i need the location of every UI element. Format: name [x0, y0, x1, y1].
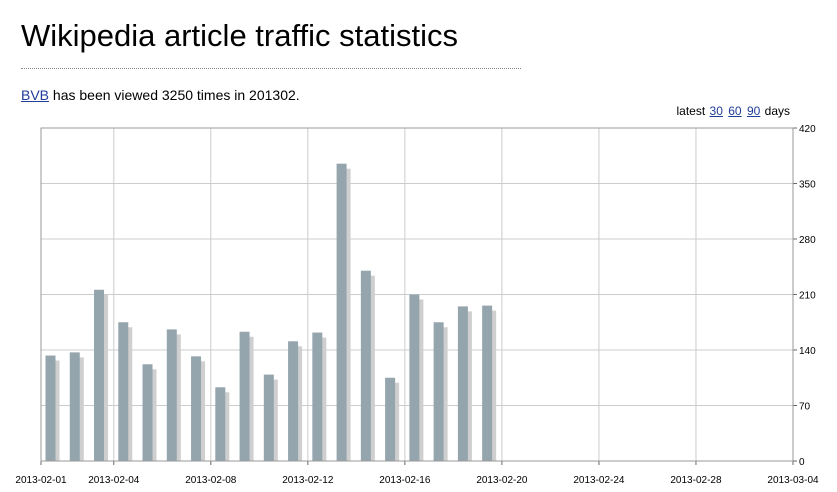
- latest-label: latest: [676, 104, 706, 118]
- bar: [166, 329, 177, 461]
- y-tick-label: 420: [799, 124, 816, 135]
- bar: [409, 294, 420, 461]
- latest-90-link[interactable]: 90: [746, 104, 761, 118]
- latest-days-selector: latest 30 60 90 days: [677, 104, 791, 118]
- x-tick-label: 2013-02-04: [88, 475, 140, 486]
- x-tick-label: 2013-02-12: [282, 475, 334, 486]
- bar: [263, 374, 274, 461]
- view-count: 3250: [161, 87, 194, 103]
- x-tick-label: 2013-02-16: [379, 475, 431, 486]
- view-summary: BVB has been viewed 3250 times in 201302…: [21, 87, 300, 103]
- latest-60-link[interactable]: 60: [728, 104, 742, 118]
- summary-end: .: [295, 87, 300, 103]
- title-divider: [21, 68, 521, 69]
- x-tick-label: 2013-02-28: [670, 475, 722, 486]
- bars: [45, 163, 493, 461]
- x-axis-ticks: 2013-02-01 2013-02-04 2013-02-08 2013-02-12…: [15, 461, 819, 486]
- bar: [94, 289, 105, 461]
- y-tick-label: 0: [799, 457, 805, 468]
- x-tick-label: 2013-02-24: [573, 475, 625, 486]
- article-link[interactable]: BVB: [21, 87, 50, 103]
- bar: [191, 356, 202, 461]
- bar: [288, 341, 299, 461]
- summary-text-2: times in: [193, 87, 250, 103]
- bar: [482, 305, 493, 461]
- y-tick-label: 210: [799, 291, 816, 302]
- bar: [239, 331, 250, 461]
- x-tick-label: 2013-02-01: [15, 475, 67, 486]
- x-tick-label: 2013-03-04: [767, 475, 819, 486]
- bar: [215, 387, 226, 461]
- bar: [336, 163, 347, 461]
- y-tick-label: 350: [799, 180, 816, 191]
- bar: [433, 322, 444, 461]
- x-tick-label: 2013-02-08: [185, 475, 237, 486]
- y-tick-label: 280: [799, 235, 816, 246]
- bar: [385, 377, 396, 461]
- plot-frame: [40, 127, 794, 462]
- x-tick-label: 2013-02-20: [476, 475, 528, 486]
- summary-text-1: has been viewed: [49, 87, 162, 103]
- page-title: Wikipedia article traffic statistics: [21, 18, 458, 53]
- latest-30-link[interactable]: 30: [709, 104, 723, 118]
- bar: [312, 332, 323, 461]
- latest-unit: days: [764, 104, 790, 118]
- y-tick-label: 70: [799, 402, 811, 413]
- bar: [360, 270, 371, 461]
- y-tick-label: 140: [799, 346, 816, 357]
- bar: [142, 364, 153, 461]
- bar: [69, 352, 80, 461]
- bar: [457, 306, 468, 461]
- period-value: 201302: [249, 87, 296, 103]
- bar: [118, 322, 129, 461]
- bar: [45, 355, 56, 461]
- y-axis-ticks: 0 70 140 210 280 350 420: [793, 124, 816, 468]
